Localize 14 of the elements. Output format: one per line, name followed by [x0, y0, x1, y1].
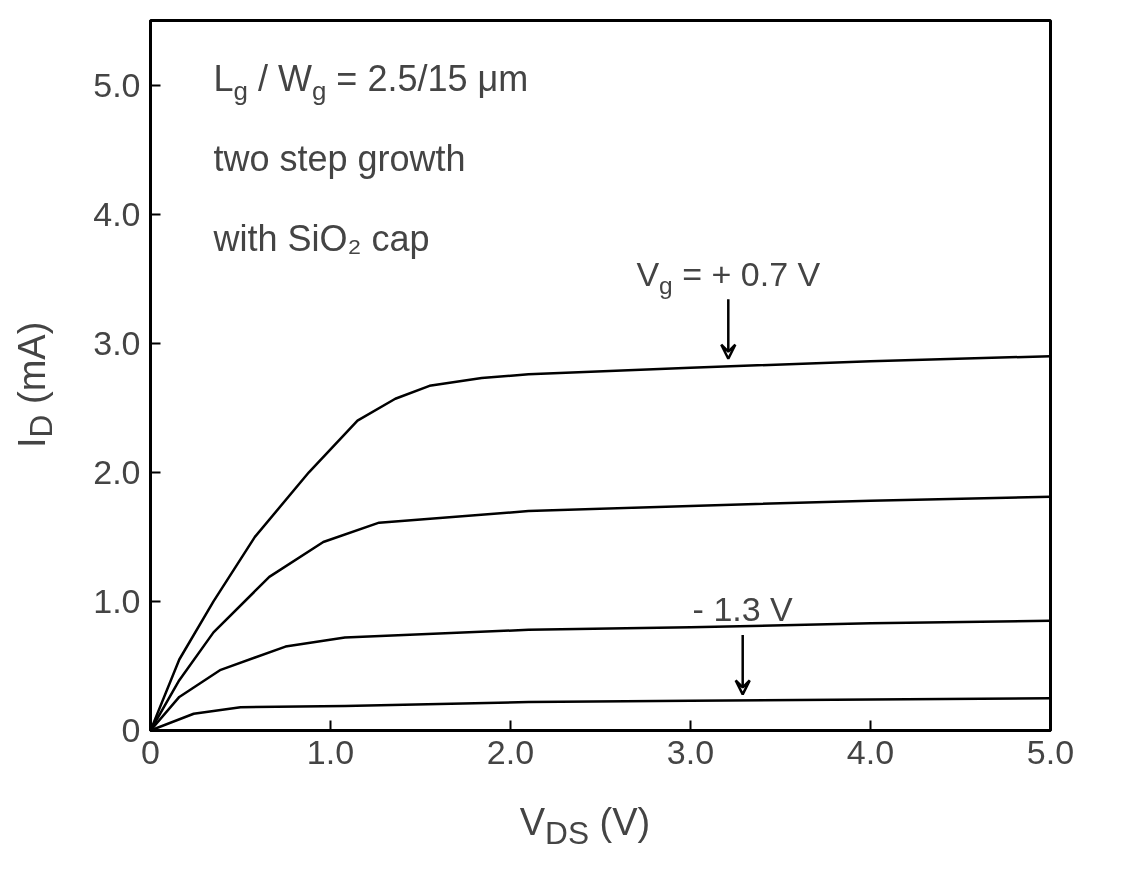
x-axis-title: V$_{DS}$ (V) [519, 800, 651, 853]
annotation: with SiO₂ cap [212, 218, 430, 260]
y-tick-label: 3.0 [93, 323, 141, 362]
x-tick-label: 5.0 [1026, 732, 1075, 771]
x-tick-label: 1.0 [306, 732, 355, 771]
annotation: - 1.3 V [692, 590, 794, 629]
y-tick-label: 1.0 [93, 581, 141, 620]
x-tick-label: 4.0 [846, 732, 895, 771]
y-tick-label: 4.0 [93, 194, 141, 233]
x-tick-label: 3.0 [666, 732, 715, 771]
y-tick-label: 5.0 [93, 65, 141, 104]
y-tick-label: 2.0 [93, 452, 141, 491]
x-tick-label: 2.0 [486, 732, 535, 771]
annotation: two step growth [213, 138, 466, 180]
